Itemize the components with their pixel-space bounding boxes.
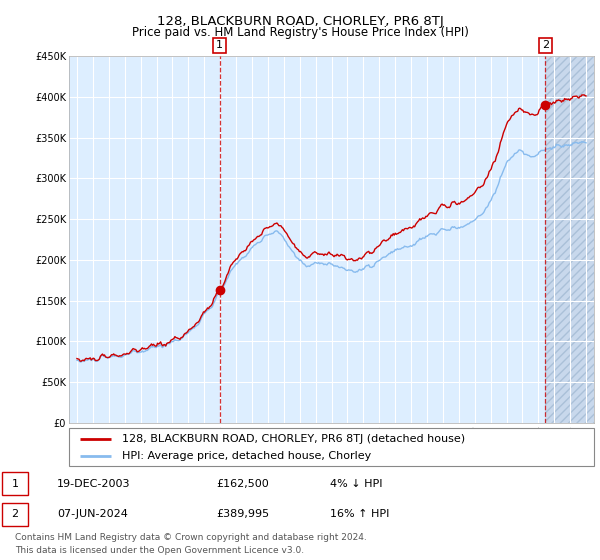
Text: 16% ↑ HPI: 16% ↑ HPI	[330, 509, 389, 519]
Text: 19-DEC-2003: 19-DEC-2003	[57, 479, 131, 489]
Text: £389,995: £389,995	[216, 509, 269, 519]
Text: £162,500: £162,500	[216, 479, 269, 489]
Text: 1: 1	[11, 479, 19, 489]
Text: 128, BLACKBURN ROAD, CHORLEY, PR6 8TJ: 128, BLACKBURN ROAD, CHORLEY, PR6 8TJ	[157, 15, 443, 27]
Text: 07-JUN-2024: 07-JUN-2024	[57, 509, 128, 519]
Bar	[545, 56, 594, 423]
Text: Price paid vs. HM Land Registry's House Price Index (HPI): Price paid vs. HM Land Registry's House …	[131, 26, 469, 39]
Text: 2: 2	[11, 509, 19, 519]
FancyBboxPatch shape	[2, 472, 28, 496]
Text: 2: 2	[542, 40, 549, 50]
Text: 1: 1	[216, 40, 223, 50]
Text: Contains HM Land Registry data © Crown copyright and database right 2024.
This d: Contains HM Land Registry data © Crown c…	[15, 533, 367, 554]
Bar	[545, 56, 594, 423]
FancyBboxPatch shape	[2, 502, 28, 526]
Text: HPI: Average price, detached house, Chorley: HPI: Average price, detached house, Chor…	[121, 451, 371, 461]
Text: 4% ↓ HPI: 4% ↓ HPI	[330, 479, 383, 489]
Text: 128, BLACKBURN ROAD, CHORLEY, PR6 8TJ (detached house): 128, BLACKBURN ROAD, CHORLEY, PR6 8TJ (d…	[121, 433, 464, 444]
FancyBboxPatch shape	[69, 428, 594, 466]
